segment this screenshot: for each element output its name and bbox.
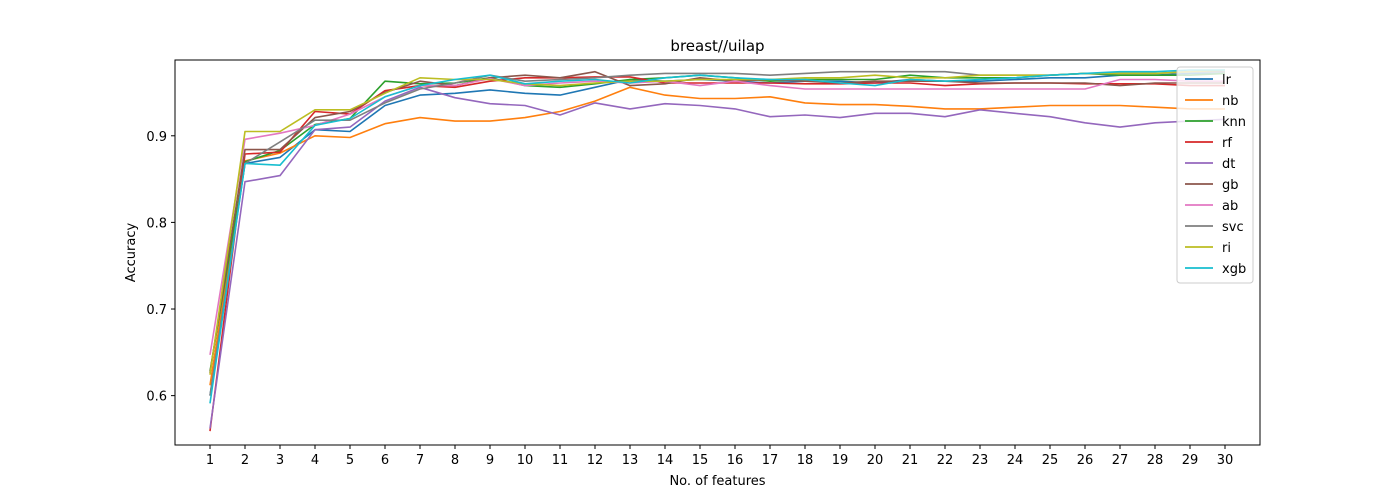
legend-label-ab: ab [1222, 199, 1238, 214]
series-line-xgb [209, 69, 1225, 404]
legend-label-knn: knn [1222, 115, 1246, 130]
legend-label-gb: gb [1222, 178, 1239, 193]
x-tick-label: 27 [1112, 453, 1129, 468]
x-tick-label: 6 [381, 453, 389, 468]
y-axis: 0.6 0.7 0.8 0.9 [146, 130, 175, 405]
x-tick-label: 4 [311, 453, 319, 468]
x-tick-label: 11 [552, 453, 569, 468]
x-tick-label: 24 [1007, 453, 1024, 468]
series-lines [209, 69, 1226, 432]
series-line-ri [209, 69, 1226, 375]
x-tick-label: 23 [972, 453, 989, 468]
x-axis-label: No. of features [669, 474, 765, 489]
x-axis: 1 2 3 4 5 6 7 8 9 10 11 12 13 14 15 16 17 18 19 20 21 22 23 24 2… [206, 445, 1233, 468]
chart-title: breast//uilap [670, 37, 764, 55]
x-tick-label: 7 [416, 453, 424, 468]
legend-label-nb: nb [1222, 94, 1239, 109]
x-tick-label: 2 [241, 453, 249, 468]
x-tick-label: 26 [1077, 453, 1094, 468]
y-tick-label: 0.7 [146, 303, 167, 318]
x-tick-label: 10 [517, 453, 534, 468]
x-tick-label: 9 [486, 453, 494, 468]
y-tick-label: 0.9 [146, 130, 167, 145]
x-tick-label: 30 [1217, 453, 1234, 468]
y-tick-label: 0.6 [146, 390, 167, 405]
x-tick-label: 17 [762, 453, 779, 468]
series-line-rf [209, 76, 1225, 432]
legend-label-ri: ri [1222, 241, 1231, 256]
plot-frame [174, 59, 1261, 446]
x-tick-label: 12 [587, 453, 604, 468]
x-tick-label: 15 [692, 453, 709, 468]
legend-label-rf: rf [1222, 136, 1232, 151]
series-line-dt [209, 86, 1226, 429]
x-tick-label: 14 [657, 453, 674, 468]
x-tick-label: 25 [1042, 453, 1059, 468]
legend-label-svc: svc [1222, 220, 1244, 235]
x-tick-label: 21 [902, 453, 919, 468]
series-line-gb [209, 70, 1225, 374]
series-line-nb [209, 86, 1225, 386]
x-tick-label: 16 [727, 453, 744, 468]
x-tick-label: 5 [346, 453, 354, 468]
series-line-lr [209, 72, 1225, 396]
plot-area [174, 59, 1261, 446]
y-tick-label: 0.8 [146, 216, 167, 231]
x-tick-label: 28 [1147, 453, 1164, 468]
legend-label-lr: lr [1222, 73, 1232, 88]
y-axis-label: Accuracy [124, 223, 139, 283]
x-tick-label: 3 [276, 453, 284, 468]
x-tick-label: 13 [622, 453, 639, 468]
x-tick-label: 18 [797, 453, 814, 468]
x-tick-label: 29 [1182, 453, 1199, 468]
x-tick-label: 19 [832, 453, 849, 468]
legend: lr nb knn rf dt gb ab svc ri xgb [1176, 66, 1254, 284]
x-tick-label: 20 [867, 453, 884, 468]
x-tick-label: 1 [206, 453, 214, 468]
x-tick-label: 22 [937, 453, 954, 468]
legend-label-dt: dt [1222, 157, 1235, 172]
x-tick-label: 8 [451, 453, 459, 468]
legend-label-xgb: xgb [1222, 262, 1246, 277]
